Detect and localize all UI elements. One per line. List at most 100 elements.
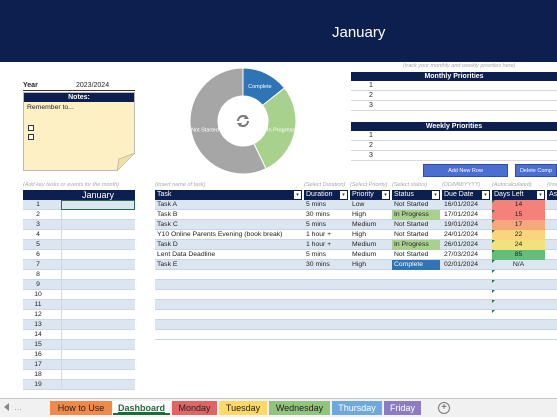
task-table-row[interactable] (155, 330, 557, 340)
sheet-tab[interactable]: Dashboard (113, 401, 170, 415)
task-empty-cell[interactable] (392, 320, 440, 330)
calendar-day-row[interactable]: 4 (23, 230, 135, 240)
task-cell-duration[interactable]: 5 mins (306, 251, 327, 258)
calendar-day-row[interactable]: 9 (23, 280, 135, 290)
task-empty-cell[interactable] (392, 270, 440, 280)
task-cell-duration[interactable]: 1 hour + (306, 241, 332, 248)
task-cell-days-left[interactable]: 15 (492, 210, 545, 220)
calendar-event-cell[interactable] (61, 360, 135, 370)
task-empty-cell[interactable] (304, 310, 348, 320)
task-table-row[interactable] (155, 210, 557, 220)
weekly-priority-row[interactable]: 1 (351, 131, 557, 141)
task-empty-cell[interactable] (492, 280, 545, 290)
task-empty-cell[interactable] (350, 330, 390, 340)
task-table-row[interactable] (155, 270, 557, 280)
task-cell-due[interactable]: 24/01/2024 (444, 231, 479, 238)
task-cell-duration[interactable]: 5 mins (306, 201, 327, 208)
task-empty-cell[interactable] (304, 330, 348, 340)
task-empty-cell[interactable] (392, 290, 440, 300)
task-cell-due[interactable]: 17/01/2024 (444, 211, 479, 218)
calendar-event-cell[interactable] (61, 380, 135, 390)
notes-text[interactable]: Remember to... (27, 104, 74, 111)
task-empty-cell[interactable] (304, 280, 348, 290)
delete-completed-button[interactable]: Delete Comp (515, 164, 557, 177)
filter-dropdown-icon[interactable]: ▾ (537, 191, 544, 199)
task-table-row[interactable] (155, 310, 557, 320)
task-empty-cell[interactable] (350, 280, 390, 290)
task-empty-cell[interactable] (155, 320, 302, 330)
sheet-tab[interactable]: How to Use (50, 401, 112, 415)
filter-dropdown-icon[interactable]: ▾ (340, 191, 347, 199)
add-new-row-button[interactable]: Add New Row (423, 164, 508, 177)
sheet-tab[interactable]: Tuesday (219, 401, 267, 415)
task-empty-cell[interactable] (155, 280, 302, 290)
task-empty-cell[interactable] (350, 300, 390, 310)
calendar-day-row[interactable]: 3 (23, 220, 135, 230)
task-empty-cell[interactable] (492, 270, 545, 280)
task-empty-cell[interactable] (442, 310, 490, 320)
task-cell-priority[interactable]: Medium (352, 241, 377, 248)
monthly-priority-row[interactable]: 3 (351, 101, 557, 111)
calendar-event-cell[interactable] (61, 270, 135, 280)
calendar-event-cell[interactable] (61, 320, 135, 330)
calendar-event-cell[interactable] (61, 220, 135, 230)
task-empty-cell[interactable] (442, 300, 490, 310)
task-header-cell[interactable]: Due Date ▾ (442, 190, 490, 200)
task-cell-status[interactable]: Complete (392, 260, 440, 270)
filter-dropdown-icon[interactable]: ▾ (482, 191, 489, 199)
task-empty-cell[interactable] (442, 270, 490, 280)
monthly-priority-row[interactable]: 1 (351, 81, 557, 91)
task-table-row[interactable] (155, 300, 557, 310)
task-cell-duration[interactable]: 30 mins (306, 211, 330, 218)
task-cell-status[interactable]: Not Started (394, 251, 429, 258)
calendar-event-cell[interactable] (61, 300, 135, 310)
task-header-cell[interactable]: Task ▾ (155, 190, 302, 200)
task-cell-duration[interactable]: 1 hour + (306, 231, 332, 238)
task-empty-cell[interactable] (492, 300, 545, 310)
calendar-day-row[interactable]: 10 (23, 290, 135, 300)
notes-box[interactable]: Notes: Remember to... (23, 92, 135, 171)
task-empty-cell[interactable] (304, 270, 348, 280)
task-table-body[interactable]: Task A 5 mins Low Not Started 16/01/2024 14 Ta… (155, 200, 557, 340)
task-table-row[interactable] (155, 320, 557, 330)
task-table-row[interactable] (155, 260, 557, 270)
task-cell-due[interactable]: 27/03/2024 (444, 251, 479, 258)
task-cell-task[interactable]: Task E (157, 261, 178, 268)
notes-checkbox-2[interactable] (28, 134, 34, 142)
task-empty-cell[interactable] (392, 280, 440, 290)
sheet-tab[interactable]: Monday (172, 401, 217, 415)
task-empty-cell[interactable] (492, 320, 545, 330)
task-cell-task[interactable]: Y10 Online Parents Evening (book break) (157, 231, 283, 238)
task-empty-cell[interactable] (155, 330, 302, 340)
task-cell-status[interactable]: Not Started (394, 231, 429, 238)
monthly-priority-row[interactable]: 2 (351, 91, 557, 101)
task-cell-priority[interactable]: High (352, 231, 366, 238)
task-empty-cell[interactable] (155, 270, 302, 280)
task-empty-cell[interactable] (350, 320, 390, 330)
task-cell-priority[interactable]: High (352, 261, 366, 268)
more-sheets-icon[interactable]: … (14, 403, 22, 412)
task-empty-cell[interactable] (304, 290, 348, 300)
task-empty-cell[interactable] (492, 330, 545, 340)
task-empty-cell[interactable] (442, 330, 490, 340)
calendar-event-cell[interactable] (61, 370, 135, 380)
monthly-priorities-list[interactable]: 1 2 3 (351, 81, 557, 111)
task-header-cell[interactable]: Ass (547, 190, 557, 200)
task-cell-days-left[interactable]: 24 (492, 240, 545, 250)
task-table-row[interactable] (155, 230, 557, 240)
task-cell-due[interactable]: 19/01/2024 (444, 221, 479, 228)
refresh-icon[interactable] (235, 113, 251, 129)
task-cell-due[interactable]: 26/01/2024 (444, 241, 479, 248)
task-table-row[interactable] (155, 240, 557, 250)
calendar-event-cell[interactable] (61, 210, 135, 220)
filter-dropdown-icon[interactable]: ▾ (294, 191, 301, 199)
task-cell-status[interactable]: In Progress (392, 210, 440, 220)
task-empty-cell[interactable] (392, 330, 440, 340)
task-table-row[interactable] (155, 220, 557, 230)
weekly-priorities-list[interactable]: 1 2 3 (351, 131, 557, 161)
task-cell-priority[interactable]: Low (352, 201, 365, 208)
task-cell-days-left[interactable]: N/A (512, 261, 525, 268)
task-empty-cell[interactable] (350, 270, 390, 280)
task-empty-cell[interactable] (442, 320, 490, 330)
calendar-event-cell[interactable] (61, 200, 135, 210)
